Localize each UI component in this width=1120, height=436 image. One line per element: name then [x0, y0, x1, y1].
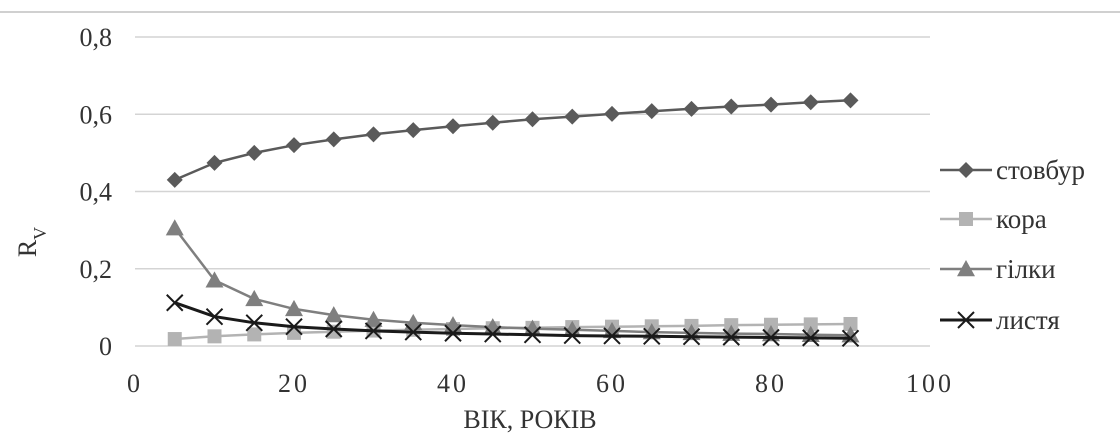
data-point	[841, 329, 860, 347]
data-point	[762, 328, 780, 347]
x-axis-title: ВІК, РОКІВ	[463, 405, 596, 434]
data-point	[723, 98, 740, 115]
data-point	[484, 325, 502, 343]
series-diamond	[166, 92, 859, 188]
data-point	[405, 122, 422, 139]
y-axis-title-main: R	[13, 239, 42, 257]
data-point	[604, 105, 620, 122]
series-line	[174, 99, 851, 182]
y-axis-title-sub: V	[30, 227, 50, 240]
data-point	[763, 96, 779, 113]
data-point	[326, 324, 341, 339]
x-tick-label: 80	[755, 369, 787, 398]
legend-marker	[957, 260, 975, 277]
data-point	[325, 131, 342, 148]
data-point	[722, 328, 740, 346]
data-point	[206, 154, 223, 171]
data-point	[207, 329, 222, 344]
series-layer	[165, 92, 860, 347]
data-point	[563, 326, 581, 345]
data-point	[205, 307, 224, 326]
y-tick-label: 0,2	[80, 255, 113, 284]
legend-label: гілки	[996, 254, 1056, 284]
legend-marker	[958, 162, 974, 178]
data-point	[364, 322, 383, 340]
y-axis-title: RV	[13, 227, 50, 257]
data-point	[286, 137, 302, 154]
data-point	[246, 144, 263, 161]
data-point	[247, 327, 262, 342]
legend-label: кора	[996, 204, 1047, 234]
series-square	[167, 316, 858, 347]
data-point	[523, 319, 542, 336]
data-point	[166, 294, 184, 312]
data-point	[563, 320, 582, 337]
data-point	[165, 219, 184, 236]
y-tick-label: 0,4	[80, 178, 113, 207]
series-line	[173, 227, 851, 337]
data-point	[683, 100, 700, 117]
data-point	[404, 323, 422, 341]
data-point	[205, 271, 224, 288]
data-point	[166, 171, 183, 188]
data-point	[802, 329, 820, 347]
data-point	[842, 92, 859, 109]
series-line	[174, 301, 851, 340]
data-point	[325, 320, 343, 338]
data-point	[167, 332, 182, 347]
data-point	[484, 114, 501, 131]
svg-text:RV: RV	[13, 227, 50, 257]
data-point	[643, 103, 660, 120]
legend-label: стовбур	[996, 155, 1085, 185]
data-point	[603, 327, 621, 345]
data-point	[843, 316, 858, 331]
data-point	[444, 324, 462, 342]
x-tick-label: 40	[437, 369, 469, 398]
data-point	[445, 118, 461, 135]
y-tick-label: 0,6	[80, 100, 113, 129]
x-axis-ticks: 0 20 40 60 80 100	[127, 369, 954, 398]
y-tick-label: 0,8	[80, 23, 113, 52]
data-point	[365, 126, 382, 143]
data-point	[523, 326, 542, 344]
legend-item: гілки	[940, 254, 1056, 284]
data-point	[524, 111, 541, 128]
legend-item: стовбур	[940, 155, 1085, 185]
x-tick-label: 100	[906, 369, 954, 398]
data-point	[682, 328, 701, 346]
legend-label: листя	[996, 305, 1060, 335]
legend-marker	[957, 311, 975, 329]
data-point	[643, 327, 661, 346]
data-point	[404, 313, 423, 331]
data-point	[245, 314, 263, 332]
data-point	[764, 317, 778, 332]
y-tick-label: 0	[99, 332, 112, 361]
data-point	[324, 306, 343, 323]
data-point	[564, 108, 581, 125]
legend-item: листя	[940, 305, 1060, 335]
data-point	[285, 299, 303, 317]
data-point	[285, 317, 303, 336]
x-tick-label: 20	[278, 369, 310, 398]
legend-marker	[959, 212, 973, 226]
series-x	[166, 294, 860, 347]
data-point	[803, 317, 818, 332]
x-tick-label: 0	[127, 369, 143, 398]
data-point	[603, 321, 621, 339]
x-tick-label: 60	[596, 369, 628, 398]
legend: стовбур кора гілки листя	[940, 155, 1085, 335]
legend-item: кора	[940, 204, 1047, 234]
y-axis-ticks: 0 0,2 0,4 0,6 0,8	[80, 23, 113, 361]
data-point	[802, 94, 819, 111]
data-point	[245, 289, 264, 307]
data-point	[364, 310, 383, 327]
